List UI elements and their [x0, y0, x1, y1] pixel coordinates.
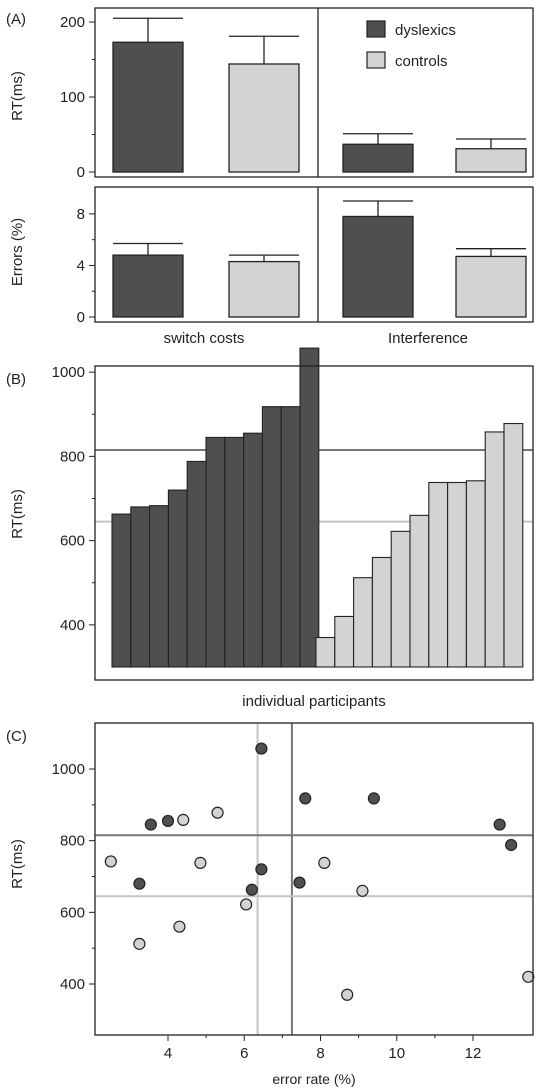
panel-frames [89, 7, 534, 1041]
panel-c-point-dyslexics [255, 742, 268, 755]
panel-c-point-dyslexics [367, 792, 380, 805]
panel-c-point-controls [318, 856, 331, 869]
panel-c-point-dyslexics [493, 818, 506, 831]
panel-c-frame [94, 722, 534, 1036]
panel-b-bar-dyslexics [280, 406, 301, 668]
panel-c-point-dyslexics [299, 792, 312, 805]
panel-c-point-controls [356, 884, 369, 897]
panel-a-rt-frame [94, 7, 534, 178]
panel-a-rt-bar-dyslexics [342, 143, 414, 173]
panel-b-label: (B) [6, 371, 26, 388]
x-category-label-interference: Interference [388, 330, 468, 347]
panel-a-err-bar-dyslexics [112, 254, 184, 318]
panel-c-xtick-label: 10 [388, 1045, 405, 1062]
panel-a-rt-ytick-label: 0 [77, 164, 85, 181]
panel-c-point-controls [341, 988, 354, 1001]
panel-b-ytick-label: 600 [60, 533, 85, 550]
panel-c-point-dyslexics [144, 818, 157, 831]
panel-c-point-controls [522, 970, 535, 983]
legend-label-controls: controls [395, 53, 448, 70]
legend-label-dyslexics: dyslexics [395, 22, 456, 39]
panel-a-rt-ytick-label: 100 [60, 89, 85, 106]
panel-c-ytick-label: 800 [60, 833, 85, 850]
panel-b-bar-controls [371, 556, 392, 668]
panel-c-point-dyslexics [245, 883, 258, 896]
panel-c-ytick-label: 1000 [52, 761, 85, 778]
panel-a-err-bar-controls [455, 255, 527, 318]
panel-b-bar-controls [484, 431, 505, 668]
panel-c-point-controls [133, 937, 146, 950]
panel-b-bar-dyslexics [261, 406, 282, 668]
panel-b-bar-controls [409, 514, 430, 668]
panel-c-point-dyslexics [505, 838, 518, 852]
panel-a-label: (A) [6, 11, 26, 28]
panel-c-label: (C) [6, 728, 27, 745]
chart-text: (A) RT(ms) Errors (%) switch costs Inter… [6, 11, 481, 1087]
panel-a-rt-ytick-label: 200 [60, 14, 85, 31]
panel-c-point-controls [177, 813, 190, 826]
panel-b-bar-controls [353, 577, 373, 668]
panel-a-err-ytick-label: 4 [77, 257, 85, 274]
panel-b-bar-controls [503, 422, 524, 668]
panel-b-bar-dyslexics [224, 436, 245, 668]
panel-c-xtick-label: 6 [240, 1045, 248, 1062]
panel-c-xlabel: error rate (%) [272, 1071, 355, 1087]
panel-b-bar-dyslexics [205, 436, 226, 668]
panel-c-point-dyslexics [133, 877, 146, 890]
panel-b-bar-controls [428, 481, 449, 668]
panel-b-bar-dyslexics [111, 513, 132, 668]
panel-b-bar-dyslexics [130, 506, 151, 668]
legend-swatch-controls [366, 51, 386, 69]
panel-b-bar-dyslexics [167, 489, 188, 668]
panel-b-xlabel: individual participants [242, 693, 385, 710]
panel-c-point-dyslexics [161, 814, 175, 828]
panel-b-bar-controls [447, 481, 467, 668]
panel-b-bar-dyslexics [299, 347, 320, 668]
panel-a-err-frame [94, 186, 534, 323]
panel-c-point-controls [211, 806, 224, 819]
panel-c-xtick-label: 8 [316, 1045, 324, 1062]
panel-c-ytick-label: 600 [60, 904, 85, 921]
panel-b-bar-dyslexics [186, 460, 207, 668]
panel-a-err-bar-dyslexics [342, 215, 414, 318]
panel-a-err-ytick-label: 0 [77, 309, 85, 326]
panel-a-err-ytick-label: 8 [77, 206, 85, 223]
panel-c-point-controls [104, 855, 117, 868]
panel-c-xtick-label: 4 [164, 1045, 172, 1062]
panel-b-bar-controls [334, 615, 355, 668]
panel-c-point-controls [240, 898, 253, 911]
panel-b-ytick-label: 800 [60, 448, 85, 465]
panel-b-ylabel: RT(ms) [9, 489, 26, 539]
panel-c-xtick-label: 12 [465, 1045, 482, 1062]
panel-a-bottom-ylabel: Errors (%) [9, 218, 26, 286]
panel-a-err-bar-controls [228, 260, 300, 318]
x-category-label-switch-costs: switch costs [164, 330, 245, 347]
panel-a-top-ylabel: RT(ms) [9, 71, 26, 121]
panel-b-ytick-label: 1000 [52, 364, 85, 381]
chart-marks [104, 17, 535, 1001]
panel-b-bar-controls [315, 636, 336, 668]
panel-b-bar-dyslexics [149, 505, 169, 668]
panel-c-ylabel: RT(ms) [9, 839, 26, 889]
panel-a-rt-bar-controls [228, 63, 300, 173]
panel-c-ytick-label: 400 [60, 976, 85, 993]
panel-c-point-dyslexics [293, 876, 306, 889]
panel-b-bar-controls [465, 480, 486, 668]
panel-b-ytick-label: 400 [60, 617, 85, 634]
panel-c-point-dyslexics [255, 863, 268, 876]
legend-swatch-dyslexics [366, 20, 386, 38]
panel-b-frame [94, 365, 534, 681]
panel-a-rt-bar-dyslexics [112, 41, 184, 173]
panel-b-bar-controls [390, 530, 411, 668]
panel-c-point-controls [173, 920, 186, 933]
panel-a-rt-bar-controls [455, 148, 527, 173]
panel-c-point-controls [194, 856, 207, 869]
panel-b-bar-dyslexics [243, 432, 263, 668]
